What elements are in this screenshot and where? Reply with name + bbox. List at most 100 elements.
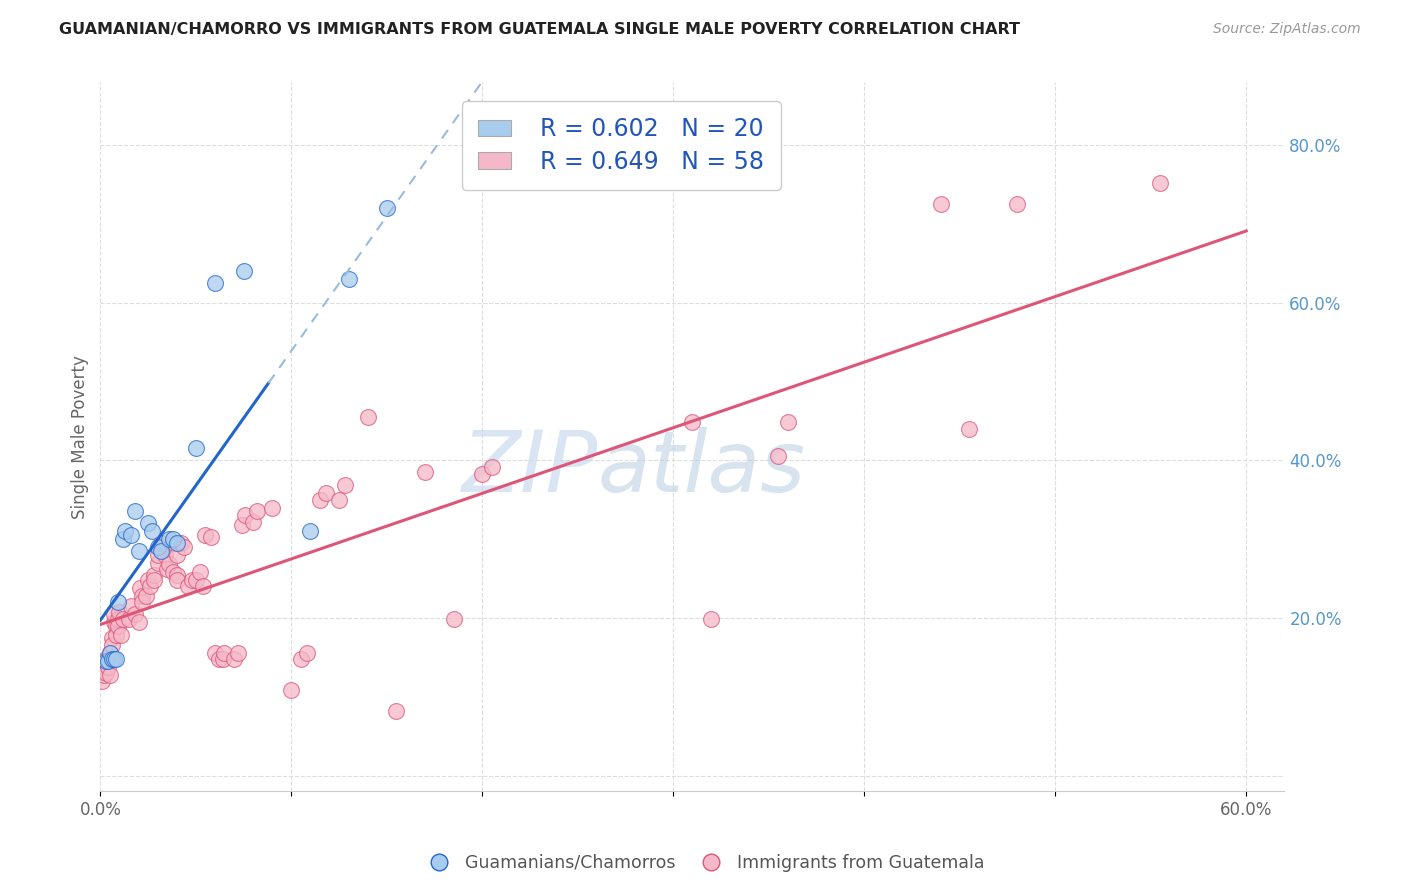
Point <box>150 540 173 554</box>
Point <box>91 673 114 688</box>
Point <box>222 652 245 666</box>
Point <box>204 646 226 660</box>
Legend:   R = 0.602   N = 20,   R = 0.649   N = 58: R = 0.602 N = 20, R = 0.649 N = 58 <box>461 101 780 190</box>
Point <box>124 504 146 518</box>
Point <box>157 532 180 546</box>
Y-axis label: Single Male Poverty: Single Male Poverty <box>72 355 89 518</box>
Point <box>112 532 135 546</box>
Text: ZIP: ZIP <box>461 427 598 510</box>
Point <box>700 612 723 626</box>
Point <box>146 548 169 562</box>
Text: GUAMANIAN/CHAMORRO VS IMMIGRANTS FROM GUATEMALA SINGLE MALE POVERTY CORRELATION : GUAMANIAN/CHAMORRO VS IMMIGRANTS FROM GU… <box>59 22 1019 37</box>
Point <box>231 517 253 532</box>
Point <box>107 619 129 633</box>
Point <box>101 652 124 666</box>
Point <box>162 532 184 546</box>
Point <box>232 264 254 278</box>
Point <box>957 422 980 436</box>
Point <box>200 531 222 545</box>
Point <box>114 524 136 538</box>
Point <box>211 652 233 666</box>
Text: atlas: atlas <box>598 427 806 510</box>
Point <box>1149 176 1171 190</box>
Point <box>242 515 264 529</box>
Point <box>107 612 129 626</box>
Point <box>1005 197 1028 211</box>
Point <box>107 595 129 609</box>
Point <box>131 595 153 609</box>
Point <box>124 607 146 621</box>
Point <box>97 654 120 668</box>
Point <box>104 619 127 633</box>
Legend: Guamanians/Chamorros, Immigrants from Guatemala: Guamanians/Chamorros, Immigrants from Gu… <box>415 847 991 879</box>
Point <box>166 548 188 562</box>
Point <box>208 652 231 666</box>
Point <box>146 556 169 570</box>
Point <box>337 272 360 286</box>
Point <box>768 450 790 464</box>
Point <box>94 654 117 668</box>
Point <box>235 508 257 523</box>
Point <box>166 536 188 550</box>
Point <box>118 612 141 626</box>
Point <box>94 652 117 666</box>
Point <box>97 659 120 673</box>
Point <box>136 516 159 531</box>
Point <box>98 646 121 660</box>
Point <box>110 628 132 642</box>
Point <box>155 548 177 562</box>
Point <box>681 416 703 430</box>
Point <box>328 492 350 507</box>
Point <box>184 573 207 587</box>
Point <box>299 524 322 538</box>
Point <box>184 442 207 456</box>
Point <box>139 579 162 593</box>
Point <box>169 536 191 550</box>
Text: Source: ZipAtlas.com: Source: ZipAtlas.com <box>1213 22 1361 37</box>
Point <box>120 528 142 542</box>
Point <box>226 646 249 660</box>
Point <box>128 544 150 558</box>
Point <box>103 652 125 666</box>
Point <box>131 589 153 603</box>
Point <box>156 562 179 576</box>
Point <box>150 536 173 550</box>
Point <box>375 201 398 215</box>
Point <box>135 589 157 603</box>
Point <box>173 540 195 554</box>
Point <box>136 573 159 587</box>
Point <box>112 612 135 626</box>
Point <box>162 536 184 550</box>
Point <box>280 683 302 698</box>
Point <box>443 612 465 626</box>
Point <box>357 409 380 424</box>
Point <box>214 646 236 660</box>
Point <box>413 465 436 479</box>
Point <box>108 605 131 619</box>
Point <box>194 528 217 542</box>
Point <box>471 467 494 482</box>
Point <box>142 573 165 587</box>
Point <box>295 646 318 660</box>
Point <box>104 652 127 666</box>
Point <box>120 599 142 613</box>
Point <box>101 631 124 645</box>
Point <box>157 558 180 572</box>
Point <box>481 459 503 474</box>
Point <box>776 416 799 430</box>
Point <box>146 540 169 554</box>
Point <box>188 565 211 579</box>
Point <box>93 667 115 681</box>
Point <box>142 567 165 582</box>
Point <box>166 567 188 582</box>
Point <box>385 704 408 718</box>
Point <box>103 615 125 629</box>
Point <box>104 628 127 642</box>
Point <box>129 581 152 595</box>
Point <box>101 639 124 653</box>
Point <box>193 579 215 593</box>
Point <box>177 579 200 593</box>
Point <box>141 524 163 538</box>
Point <box>181 573 204 587</box>
Point <box>162 565 184 579</box>
